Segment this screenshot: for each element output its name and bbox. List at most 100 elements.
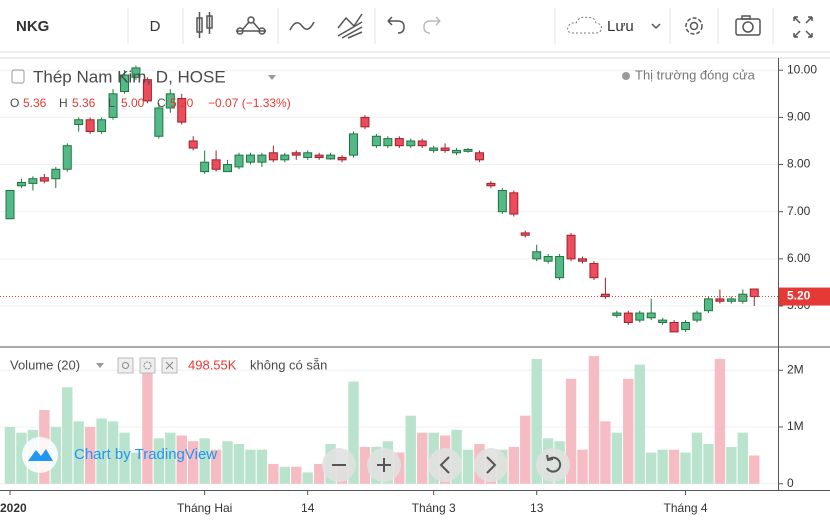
volume-bar: [222, 441, 233, 484]
candle-body: [715, 298, 725, 302]
candle-body: [749, 288, 759, 298]
volume-bar: [16, 432, 27, 484]
candle-body: [223, 164, 233, 173]
candle-body: [463, 148, 473, 152]
volume-bar: [199, 438, 210, 484]
volume-bar: [96, 418, 107, 484]
volume-bar: [726, 446, 737, 484]
candle-body: [406, 140, 416, 147]
volume-bar: [4, 427, 16, 484]
settings-icon[interactable]: [685, 17, 703, 35]
nav-buttons[interactable]: [322, 448, 570, 482]
candle-body: [200, 161, 210, 173]
candle-body: [234, 154, 244, 168]
x-tick-label: 2020: [0, 501, 27, 515]
y-tick-label: 0: [787, 476, 794, 490]
volume-controls[interactable]: [117, 357, 178, 374]
save-menu[interactable]: [651, 23, 661, 30]
volume-bar: [657, 449, 668, 484]
candle-body: [371, 135, 381, 147]
ohlc-key: O: [10, 96, 19, 110]
candle-body: [268, 152, 278, 161]
candle-body: [417, 140, 427, 147]
title-menu[interactable]: [268, 75, 276, 80]
candle-body: [669, 321, 679, 333]
volume-bar: [634, 364, 645, 484]
candle-body: [142, 79, 152, 102]
volume-last-value: 498.55K: [188, 357, 237, 372]
candle-body: [474, 152, 484, 161]
volume-bar: [691, 432, 703, 484]
symbol[interactable]: NKG: [16, 18, 49, 35]
candle-body: [589, 263, 599, 279]
volume-bar: [417, 432, 428, 484]
volume-bar: [188, 441, 199, 484]
snapshot-icon[interactable]: [735, 15, 761, 36]
x-tick-label: 13: [530, 501, 544, 515]
candle-body: [245, 154, 255, 163]
volume-bar: [359, 446, 371, 484]
undo[interactable]: [387, 16, 405, 34]
volume-bar: [279, 466, 290, 484]
watermark-text: Chart by TradingView: [74, 446, 217, 463]
volume-bar: [256, 449, 268, 484]
volume-bar: [73, 421, 84, 484]
candle-body: [738, 293, 748, 302]
save-label[interactable]: Lưu: [607, 18, 634, 35]
candle-body: [188, 140, 198, 149]
volume-bar: [611, 432, 623, 484]
volume-bar: [348, 381, 359, 484]
volume-bar: [176, 435, 187, 484]
candle-body: [28, 178, 38, 184]
candle-body: [497, 189, 507, 213]
candle-body: [280, 154, 290, 161]
candle-body: [108, 93, 118, 118]
volume-bar: [588, 356, 600, 484]
interval[interactable]: D: [150, 18, 161, 35]
volume-bar: [680, 452, 691, 484]
ohlc-key: H: [59, 96, 68, 110]
volume-bar: [119, 432, 130, 484]
y-tick-label: 6.00: [787, 251, 811, 265]
watermark: Chart by TradingView: [22, 437, 217, 473]
ohlc-change: −0.07 (−1.33%): [208, 96, 291, 110]
ohlc-value: 5.36: [23, 96, 47, 110]
volume-bar: [142, 370, 153, 484]
volume-bar: [520, 415, 531, 484]
candle-body: [326, 154, 336, 160]
candle-body: [291, 152, 301, 156]
candle-body: [5, 189, 15, 220]
ohlc-key: C: [157, 96, 166, 110]
candle-body: [520, 232, 530, 236]
y-tick-label: 7.00: [787, 204, 811, 218]
candle-body: [703, 298, 713, 312]
candle-body: [726, 298, 736, 302]
volume-bar: [233, 444, 245, 484]
candle-body: [452, 149, 462, 154]
candle-body: [681, 321, 691, 331]
price-legend: Thép Nam Kim, D, HOSE: [11, 67, 276, 86]
fullscreen-icon[interactable]: [793, 16, 813, 38]
market-status: Thị trường đóng cửa: [635, 67, 756, 82]
compare-icon[interactable]: [236, 16, 266, 35]
candle-body: [165, 93, 175, 109]
candle-body: [349, 133, 358, 156]
candle-body: [383, 138, 393, 147]
ohlc-value: 5.20: [170, 96, 194, 110]
redo[interactable]: [423, 16, 441, 34]
candle-body: [303, 152, 313, 158]
volume-bar: [405, 415, 416, 484]
symbol-title: Thép Nam Kim, D, HOSE: [33, 67, 226, 86]
last-price-label: 5.20: [787, 289, 811, 303]
volume-bar: [62, 387, 73, 484]
volume-bar: [291, 466, 302, 484]
volume-bar: [84, 427, 96, 484]
volume-bar: [703, 444, 714, 484]
volume-bar: [668, 449, 680, 484]
indicator-icon[interactable]: [289, 21, 315, 31]
candle-body: [314, 154, 324, 158]
volume-menu[interactable]: [96, 363, 104, 368]
candles-icon[interactable]: [196, 12, 213, 38]
templates-icon[interactable]: [337, 13, 363, 39]
